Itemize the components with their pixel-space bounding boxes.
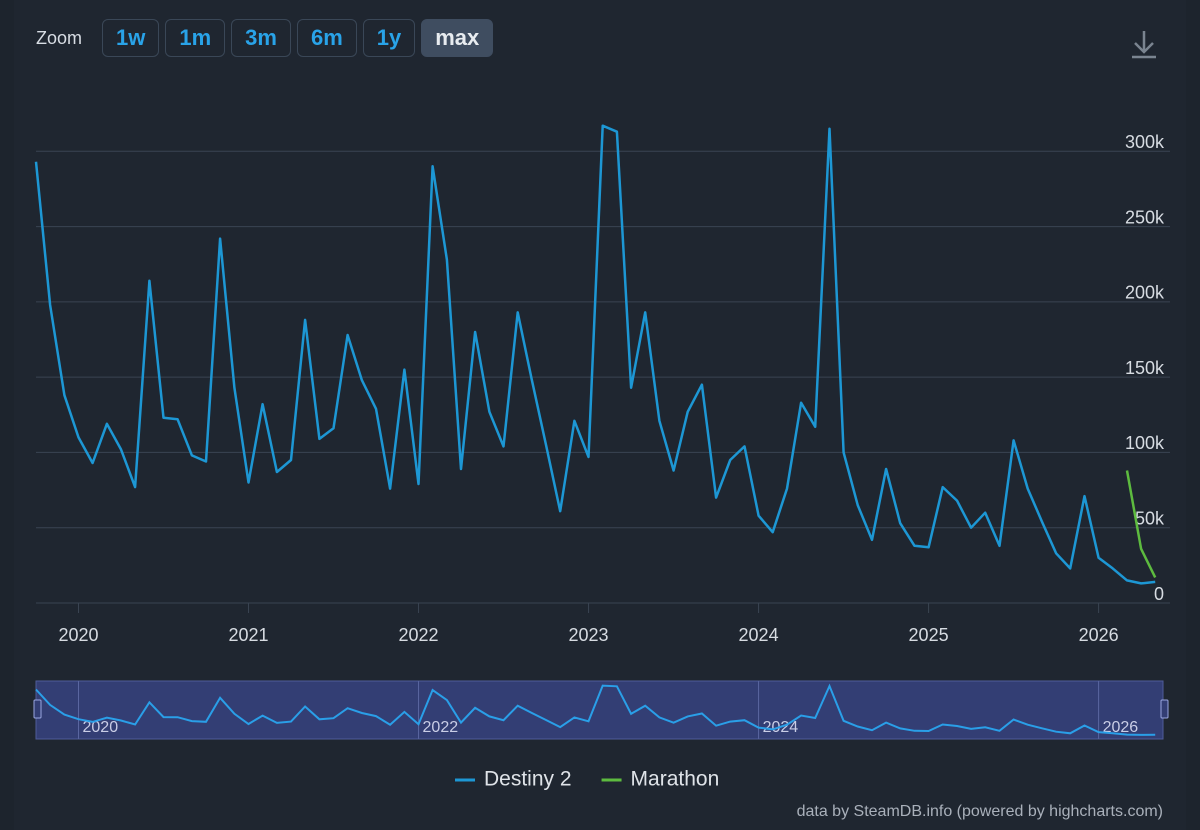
zoom-button[interactable]: 1y	[362, 19, 416, 57]
navigator-tick-label: 2020	[83, 719, 119, 736]
zoom-label: Zoom	[36, 27, 83, 48]
x-tick-label: 2025	[909, 625, 949, 645]
x-tick-label: 2022	[399, 625, 439, 645]
navigator-tick-label: 2026	[1103, 719, 1139, 736]
x-tick-label: 2020	[58, 625, 98, 645]
x-tick-label: 2024	[739, 625, 779, 645]
y-tick-label: 300k	[1125, 132, 1165, 152]
y-tick-label: 50k	[1135, 508, 1165, 528]
zoom-button[interactable]: 3m	[231, 19, 291, 57]
y-tick-label: 100k	[1125, 433, 1165, 453]
y-tick-label: 250k	[1125, 207, 1165, 227]
legend-item[interactable]: Marathon	[601, 768, 720, 791]
legend-label: Destiny 2	[484, 768, 572, 791]
zoom-button[interactable]: 1w	[102, 19, 160, 57]
series-line	[34, 124, 1156, 585]
credits[interactable]: data by SteamDB.info (powered by highcha…	[797, 803, 1163, 820]
legend-label: Marathon	[631, 768, 720, 791]
zoom-button[interactable]: 6m	[296, 19, 357, 57]
y-tick-label: 0	[1154, 584, 1164, 604]
x-tick-label: 2026	[1079, 625, 1119, 645]
zoom-button[interactable]: 1m	[165, 19, 226, 57]
download-icon[interactable]	[1132, 31, 1156, 59]
x-tick-label: 2023	[569, 625, 609, 645]
navigator-handle[interactable]	[33, 699, 42, 719]
navigator-tick-label: 2022	[423, 719, 459, 736]
zoom-bar: Zoom 1w 1m 3m 6m 1y max	[36, 18, 494, 58]
navigator-line	[35, 683, 1156, 736]
zoom-button[interactable]: max	[421, 19, 494, 57]
navigator-handle[interactable]	[1160, 699, 1169, 719]
series-line	[1125, 470, 1157, 578]
y-tick-label: 200k	[1125, 283, 1165, 303]
legend-item[interactable]: Destiny 2	[455, 768, 572, 791]
x-tick-label: 2021	[228, 625, 268, 645]
y-tick-label: 150k	[1125, 358, 1165, 378]
